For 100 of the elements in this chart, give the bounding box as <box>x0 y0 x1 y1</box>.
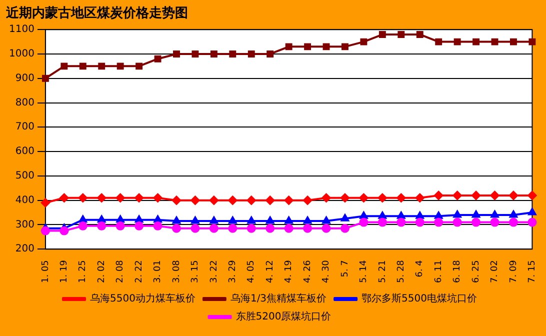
point <box>191 216 200 224</box>
x-tick-label: 5. 7 <box>340 260 350 278</box>
point <box>154 215 162 223</box>
point <box>134 221 144 230</box>
point <box>378 212 386 219</box>
x-tick-label: 3. 08 <box>172 260 182 284</box>
point <box>415 193 424 202</box>
point <box>528 218 537 227</box>
point <box>116 215 124 223</box>
point <box>266 216 274 224</box>
point <box>98 215 106 223</box>
x-tick-label: 5. 14 <box>359 260 370 284</box>
point <box>40 226 50 236</box>
point <box>342 43 348 50</box>
point <box>340 214 350 222</box>
y-tick-label: 600 <box>15 146 34 158</box>
point <box>528 208 536 216</box>
x-tick-label: 1. 05 <box>40 260 51 284</box>
point <box>210 50 218 58</box>
point <box>134 193 144 202</box>
x-tick-label: 3. 22 <box>209 260 220 284</box>
point <box>190 224 200 233</box>
x-tick-label: 3. 01 <box>153 260 164 284</box>
y-tick-label: 500 <box>15 170 34 182</box>
point <box>247 216 256 224</box>
point <box>78 215 87 223</box>
point <box>266 50 274 58</box>
point <box>97 193 106 202</box>
point <box>360 38 368 46</box>
point <box>135 215 144 223</box>
point <box>246 196 256 205</box>
point <box>190 196 200 205</box>
point <box>153 221 162 230</box>
x-tick-label: 7. 02 <box>490 260 500 284</box>
point <box>435 38 442 46</box>
point <box>378 31 386 38</box>
point <box>60 193 69 202</box>
point <box>490 210 499 218</box>
point <box>396 218 406 227</box>
y-tick-label: 700 <box>15 122 34 133</box>
point <box>266 196 275 205</box>
point <box>285 43 292 50</box>
y-tick-label: 800 <box>15 97 34 108</box>
legend-label: 东胜5200原煤坑口价 <box>236 310 332 323</box>
x-tick-label: 2. 08 <box>116 260 126 284</box>
point <box>209 224 218 233</box>
point <box>453 210 462 218</box>
x-tick-label: 4. 19 <box>284 260 294 284</box>
point <box>116 62 124 70</box>
point <box>322 216 330 224</box>
x-tick-label: 2. 22 <box>134 260 144 284</box>
point <box>452 218 462 227</box>
point <box>415 218 424 227</box>
point <box>248 50 255 58</box>
y-tick-label: 1000 <box>8 48 34 60</box>
point <box>359 193 368 202</box>
point <box>434 190 444 200</box>
x-tick-label: 4. 26 <box>302 260 313 284</box>
point <box>508 190 518 200</box>
point <box>304 216 312 224</box>
point <box>266 224 275 233</box>
point <box>452 190 462 200</box>
point <box>60 226 69 236</box>
point <box>172 196 181 205</box>
point <box>508 218 518 227</box>
y-tick-label: 400 <box>15 194 34 206</box>
point <box>340 224 350 233</box>
point <box>303 196 312 205</box>
x-tick-label: 4. 12 <box>265 260 276 284</box>
point <box>78 193 88 202</box>
x-tick-label: 6. 11 <box>434 260 444 284</box>
point <box>172 216 181 224</box>
y-tick-label: 900 <box>15 72 34 84</box>
x-tick-label: 7. 09 <box>508 260 519 284</box>
x-tick-label: 3. 29 <box>228 260 238 284</box>
point <box>78 221 88 230</box>
point <box>528 38 536 46</box>
x-tick-label: 6. 4 <box>415 260 426 278</box>
x-tick-label: 6. 25 <box>471 260 482 284</box>
point <box>60 62 68 70</box>
point <box>303 224 312 233</box>
point <box>154 55 162 62</box>
point <box>228 216 237 224</box>
point <box>322 43 330 50</box>
point <box>472 38 480 46</box>
point <box>98 62 106 70</box>
point <box>472 210 480 218</box>
point <box>322 193 331 202</box>
point <box>228 224 238 233</box>
point <box>229 50 236 58</box>
point <box>210 216 218 224</box>
legend-label: 乌海1/3焦精煤车板价 <box>230 292 327 305</box>
y-tick-label: 200 <box>15 244 34 255</box>
point <box>228 196 238 205</box>
point <box>284 216 293 224</box>
point <box>246 224 256 233</box>
point <box>397 212 406 219</box>
chart-title: 近期内蒙古地区煤炭价格走势图 <box>5 5 188 22</box>
point <box>304 43 312 50</box>
x-tick-label: 1. 19 <box>60 260 70 284</box>
